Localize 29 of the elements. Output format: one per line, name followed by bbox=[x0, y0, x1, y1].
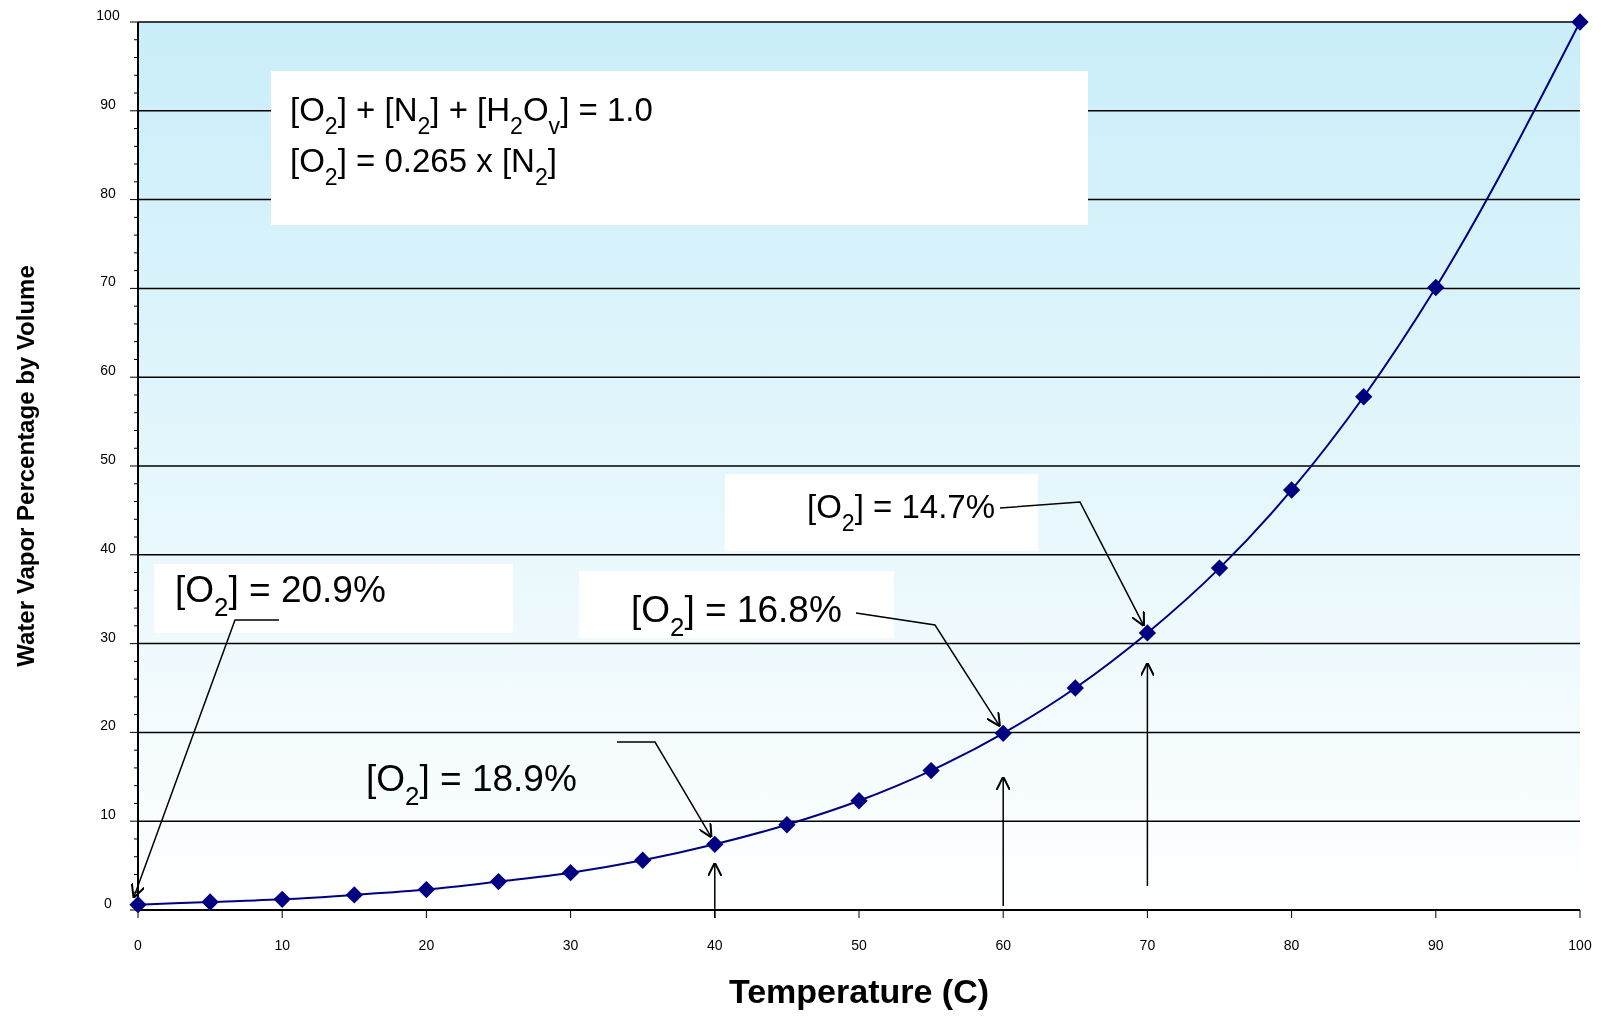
y-tick-label: 50 bbox=[100, 451, 116, 467]
y-axis-title: Water Vapor Percentage by Volume bbox=[12, 265, 39, 667]
x-tick-label: 70 bbox=[1139, 937, 1156, 953]
y-tick-label: 70 bbox=[100, 273, 116, 290]
annotation: [O$_{2}$] = 20.9% bbox=[175, 569, 386, 621]
x-tick-label: 40 bbox=[707, 937, 723, 953]
y-tick-label: 100 bbox=[96, 7, 120, 23]
annotation: [O$_{2}$] = 18.9% bbox=[366, 758, 577, 810]
y-tick-label: 40 bbox=[100, 539, 116, 556]
x-tick-label: 0 bbox=[134, 937, 143, 953]
x-axis-title: Temperature (C) bbox=[728, 972, 990, 1010]
y-tick-label: 60 bbox=[100, 362, 116, 379]
annotation: [O$_{2}$] = 14.7% bbox=[807, 488, 996, 536]
y-tick-label: 0 bbox=[104, 895, 113, 911]
x-tick-label: 80 bbox=[1283, 937, 1300, 953]
x-tick-label: 100 bbox=[1568, 937, 1592, 953]
x-tick-label: 90 bbox=[1428, 937, 1444, 953]
x-tick-label: 30 bbox=[562, 937, 579, 953]
y-tick-label: 80 bbox=[100, 184, 116, 201]
x-tick-label: 20 bbox=[418, 937, 435, 953]
y-tick-label: 90 bbox=[100, 95, 116, 112]
x-tick-label: 10 bbox=[274, 937, 291, 953]
annotation: [O$_{2}$] = 16.8% bbox=[631, 589, 842, 641]
x-tick-label: 50 bbox=[851, 937, 867, 953]
x-tick-label: 60 bbox=[995, 937, 1012, 953]
y-tick-label: 20 bbox=[100, 717, 116, 734]
text: [O$_{2}$] + [N$_{2}$] + [H$_{2}$O$_{v}$] = 1.0 [O$_{2}$] = 0.265 x [N$_{2}$] bbox=[290, 91, 653, 190]
y-tick-label: 10 bbox=[100, 806, 116, 823]
y-tick-label: 30 bbox=[100, 628, 116, 645]
